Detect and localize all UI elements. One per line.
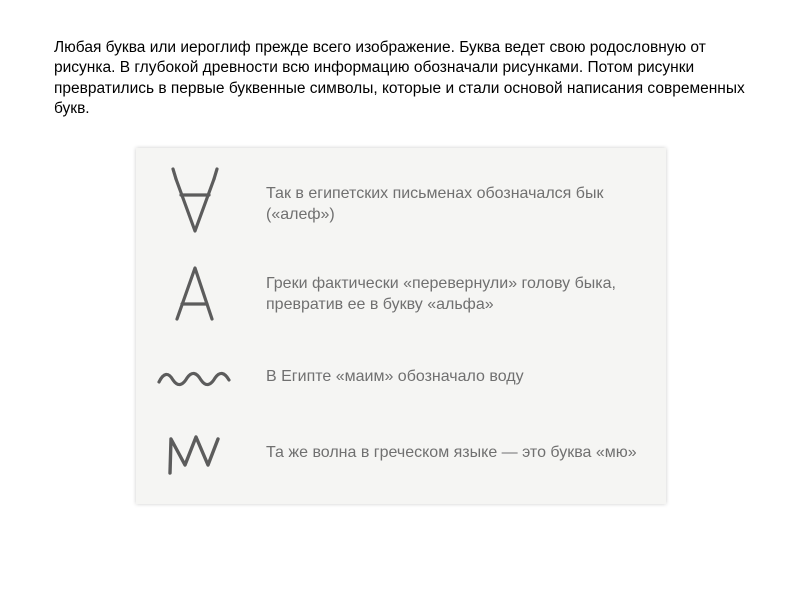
figure-row: Греки фактически «перевернули» голову бы… <box>150 250 646 340</box>
glyph-caption: Греки фактически «перевернули» голову бы… <box>266 274 646 316</box>
letters-figure: Так в египетских письменах обозначался б… <box>136 148 666 504</box>
glyph-caption: В Египте «маим» обозначало воду <box>266 367 524 388</box>
glyph-maim <box>150 358 240 398</box>
glyph-caption: Так в египетских письменах обозначался б… <box>266 184 646 226</box>
intro-paragraph: Любая буква или иероглиф прежде всего из… <box>0 0 800 138</box>
figure-row: Так в египетских письменах обозначался б… <box>150 160 646 250</box>
glyph-alef <box>150 165 240 245</box>
figure-row: В Египте «маим» обозначало воду <box>150 340 646 416</box>
figure-row: Та же волна в греческом языке — это букв… <box>150 416 646 492</box>
glyph-mu <box>150 425 240 483</box>
glyph-alpha <box>150 256 240 334</box>
glyph-caption: Та же волна в греческом языке — это букв… <box>266 443 637 464</box>
